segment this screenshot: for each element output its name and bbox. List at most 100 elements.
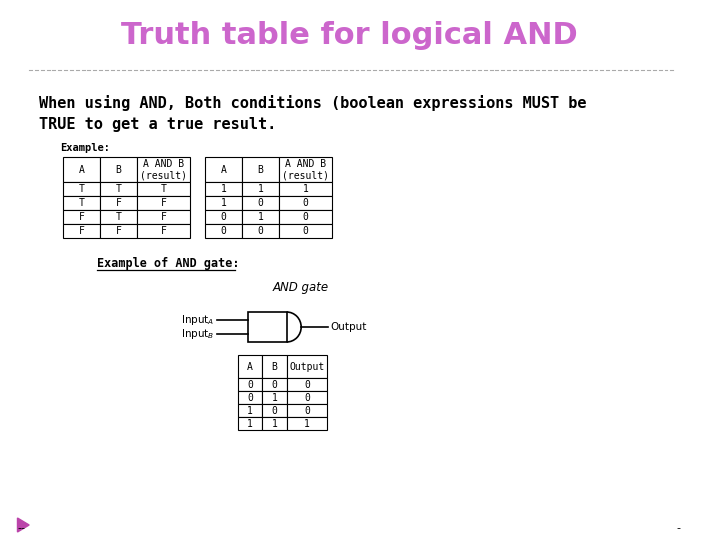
Bar <box>137 210 190 224</box>
Text: 0: 0 <box>304 380 310 390</box>
Text: F: F <box>78 212 84 222</box>
Bar <box>100 157 137 182</box>
Bar <box>242 210 279 224</box>
Text: A: A <box>247 362 253 372</box>
Bar <box>262 355 287 379</box>
Text: Input$_B$: Input$_B$ <box>181 327 215 341</box>
Bar <box>262 392 287 404</box>
Bar <box>238 392 262 404</box>
Bar <box>63 210 100 224</box>
Bar <box>248 312 287 342</box>
Text: 0: 0 <box>302 212 308 222</box>
Text: 1: 1 <box>220 184 226 194</box>
Bar <box>238 355 262 379</box>
Bar <box>287 355 328 379</box>
Bar <box>238 404 262 417</box>
Bar <box>238 417 262 430</box>
Bar <box>279 182 332 196</box>
Polygon shape <box>17 518 29 532</box>
Text: T: T <box>161 184 166 194</box>
Text: --: -- <box>17 523 25 533</box>
Bar <box>63 182 100 196</box>
Bar <box>205 157 242 182</box>
Bar <box>262 379 287 392</box>
Text: 1: 1 <box>271 393 277 403</box>
Text: 0: 0 <box>271 406 277 416</box>
Text: When using AND, Both conditions (boolean expressions MUST be
TRUE to get a true : When using AND, Both conditions (boolean… <box>39 95 586 132</box>
Bar <box>100 196 137 210</box>
Text: Example:: Example: <box>60 143 110 153</box>
Bar <box>262 417 287 430</box>
Text: 0: 0 <box>302 198 308 208</box>
Bar <box>100 224 137 238</box>
Text: 1: 1 <box>258 184 264 194</box>
Bar <box>100 210 137 224</box>
Bar <box>137 224 190 238</box>
Bar <box>100 182 137 196</box>
Text: Example of AND gate:: Example of AND gate: <box>97 257 240 270</box>
Bar <box>137 157 190 182</box>
Text: T: T <box>116 212 122 222</box>
Text: T: T <box>116 184 122 194</box>
Bar <box>242 224 279 238</box>
Bar <box>242 196 279 210</box>
Text: F: F <box>78 226 84 236</box>
Text: F: F <box>161 226 166 236</box>
Text: 0: 0 <box>220 226 226 236</box>
Text: 1: 1 <box>271 419 277 429</box>
Bar <box>279 196 332 210</box>
Text: Truth table for logical AND: Truth table for logical AND <box>122 21 578 50</box>
Bar <box>279 224 332 238</box>
Text: 1: 1 <box>247 406 253 416</box>
Text: 1: 1 <box>247 419 253 429</box>
Text: F: F <box>116 198 122 208</box>
Text: 0: 0 <box>302 226 308 236</box>
Bar <box>279 210 332 224</box>
Text: 0: 0 <box>304 393 310 403</box>
Bar <box>63 224 100 238</box>
Text: 0: 0 <box>247 380 253 390</box>
Text: Output: Output <box>330 322 366 332</box>
Bar <box>242 157 279 182</box>
Text: 0: 0 <box>258 198 264 208</box>
Text: 0: 0 <box>220 212 226 222</box>
Bar <box>137 182 190 196</box>
Text: B: B <box>116 165 122 174</box>
Text: B: B <box>258 165 264 174</box>
Text: 0: 0 <box>304 406 310 416</box>
Bar <box>242 182 279 196</box>
Text: T: T <box>78 198 84 208</box>
Text: 0: 0 <box>258 226 264 236</box>
Bar <box>279 157 332 182</box>
Bar <box>287 392 328 404</box>
Text: 1: 1 <box>302 184 308 194</box>
Bar <box>205 210 242 224</box>
Bar <box>137 196 190 210</box>
Text: Input$_A$: Input$_A$ <box>181 313 215 327</box>
Bar <box>205 224 242 238</box>
Text: Output: Output <box>289 362 325 372</box>
Text: -: - <box>676 523 680 533</box>
Bar <box>63 196 100 210</box>
Text: A AND B
(result): A AND B (result) <box>282 159 329 180</box>
Text: F: F <box>161 198 166 208</box>
Bar <box>63 157 100 182</box>
Text: A: A <box>220 165 226 174</box>
Bar <box>262 404 287 417</box>
Text: T: T <box>78 184 84 194</box>
Bar <box>205 182 242 196</box>
Text: F: F <box>161 212 166 222</box>
Text: AND gate: AND gate <box>273 280 329 294</box>
Bar <box>287 404 328 417</box>
Text: 1: 1 <box>220 198 226 208</box>
Bar <box>287 379 328 392</box>
Bar <box>287 417 328 430</box>
Text: B: B <box>271 362 277 372</box>
Text: F: F <box>116 226 122 236</box>
Text: 1: 1 <box>304 419 310 429</box>
Bar <box>238 379 262 392</box>
Text: 0: 0 <box>247 393 253 403</box>
Text: 0: 0 <box>271 380 277 390</box>
Bar <box>205 196 242 210</box>
Text: A: A <box>78 165 84 174</box>
